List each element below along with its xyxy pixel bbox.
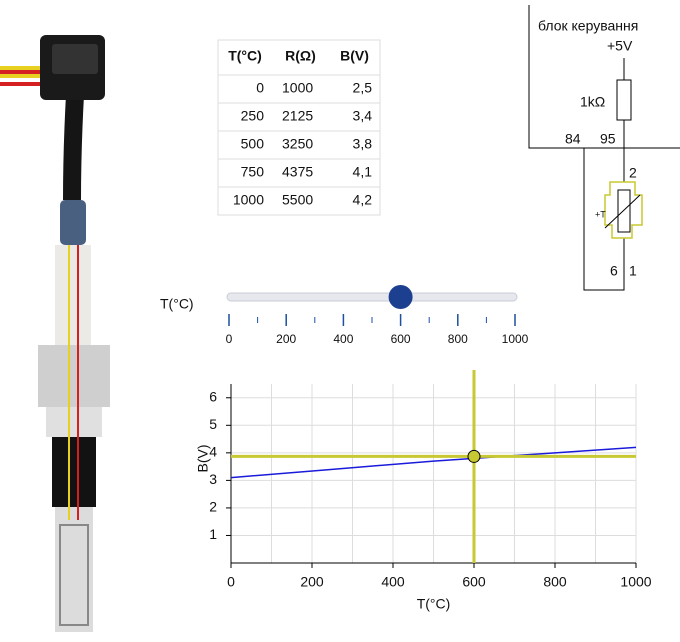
data-table: T(°C) R(Ω) B(V) 0 1000 2,5 250 2125 3,4 500 3250 3,… bbox=[217, 39, 381, 216]
pin-label: 1 bbox=[629, 263, 637, 279]
slider-thumb[interactable] bbox=[388, 285, 413, 309]
table-cell: 5500 bbox=[282, 192, 313, 208]
x-axis-label: T(°C) bbox=[417, 596, 451, 612]
column-header: T(°C) bbox=[228, 48, 262, 64]
table-cell: 4,1 bbox=[353, 164, 373, 180]
x-tick-label: 800 bbox=[543, 574, 567, 590]
sensor-illustration bbox=[0, 35, 110, 632]
slider-tick-label: 800 bbox=[448, 332, 468, 346]
axes bbox=[230, 384, 636, 564]
table-cell: 3,8 bbox=[353, 136, 373, 152]
column-header: R(Ω) bbox=[285, 48, 316, 64]
pin-label: 6 bbox=[610, 263, 618, 279]
y-tick-label: 3 bbox=[209, 471, 217, 487]
x-tick-label: 600 bbox=[462, 574, 486, 590]
slider-tick-label: 1000 bbox=[502, 332, 529, 346]
table-cell: 750 bbox=[241, 164, 265, 180]
x-tick-label: 400 bbox=[381, 574, 405, 590]
table-border bbox=[217, 39, 381, 216]
cursor-point bbox=[467, 449, 481, 463]
table-cell: 2,5 bbox=[353, 80, 373, 96]
x-tick-label: 200 bbox=[300, 574, 324, 590]
resistor-label: 1kΩ bbox=[580, 94, 605, 110]
slider-tick-label: 0 bbox=[226, 332, 233, 346]
table-cell: 250 bbox=[241, 108, 265, 124]
table-cell: 3,4 bbox=[353, 108, 373, 124]
pin-label: 84 bbox=[565, 131, 581, 147]
circuit-title: блок керування bbox=[538, 18, 638, 34]
table-cell: 0 bbox=[256, 80, 264, 96]
supply-label: +5V bbox=[607, 38, 633, 54]
y-tick-label: 4 bbox=[209, 444, 217, 460]
table-cell: 1000 bbox=[282, 80, 313, 96]
table-cell: 3250 bbox=[282, 136, 313, 152]
table-cell: 2125 bbox=[282, 108, 313, 124]
slider-tick-label: 600 bbox=[391, 332, 411, 346]
y-tick-label: 2 bbox=[209, 499, 217, 515]
x-tick-label: 1000 bbox=[620, 574, 651, 590]
data-line bbox=[230, 446, 637, 479]
slider-track bbox=[226, 292, 518, 302]
circuit: блок керування +5V 1kΩ 84 95 2 6 1 +T bbox=[528, 5, 680, 291]
slider-label: T(°C) bbox=[160, 296, 194, 312]
sensor-label: +T bbox=[595, 209, 606, 219]
slider-tick-label: 200 bbox=[276, 332, 296, 346]
y-tick-label: 6 bbox=[209, 388, 217, 404]
column-header: B(V) bbox=[340, 48, 369, 64]
table-cell: 4,2 bbox=[353, 192, 373, 208]
slider-tick-label: 400 bbox=[333, 332, 353, 346]
chart: 1 2 3 4 5 6 0 200 400 600 800 1000 T(°C) B(V) bbox=[195, 370, 652, 612]
table-cell: 1000 bbox=[233, 192, 264, 208]
y-axis-label: B(V) bbox=[195, 445, 211, 473]
y-tick-label: 1 bbox=[209, 526, 217, 542]
table-cell: 500 bbox=[241, 136, 265, 152]
x-tick-label: 0 bbox=[227, 574, 235, 590]
pin-label: 2 bbox=[629, 165, 637, 181]
table-cell: 4375 bbox=[282, 164, 313, 180]
pin-label: 95 bbox=[600, 131, 616, 147]
y-tick-label: 5 bbox=[209, 416, 217, 432]
slider[interactable]: T(°C) 0 200 400 600 800 1000 bbox=[160, 285, 529, 346]
